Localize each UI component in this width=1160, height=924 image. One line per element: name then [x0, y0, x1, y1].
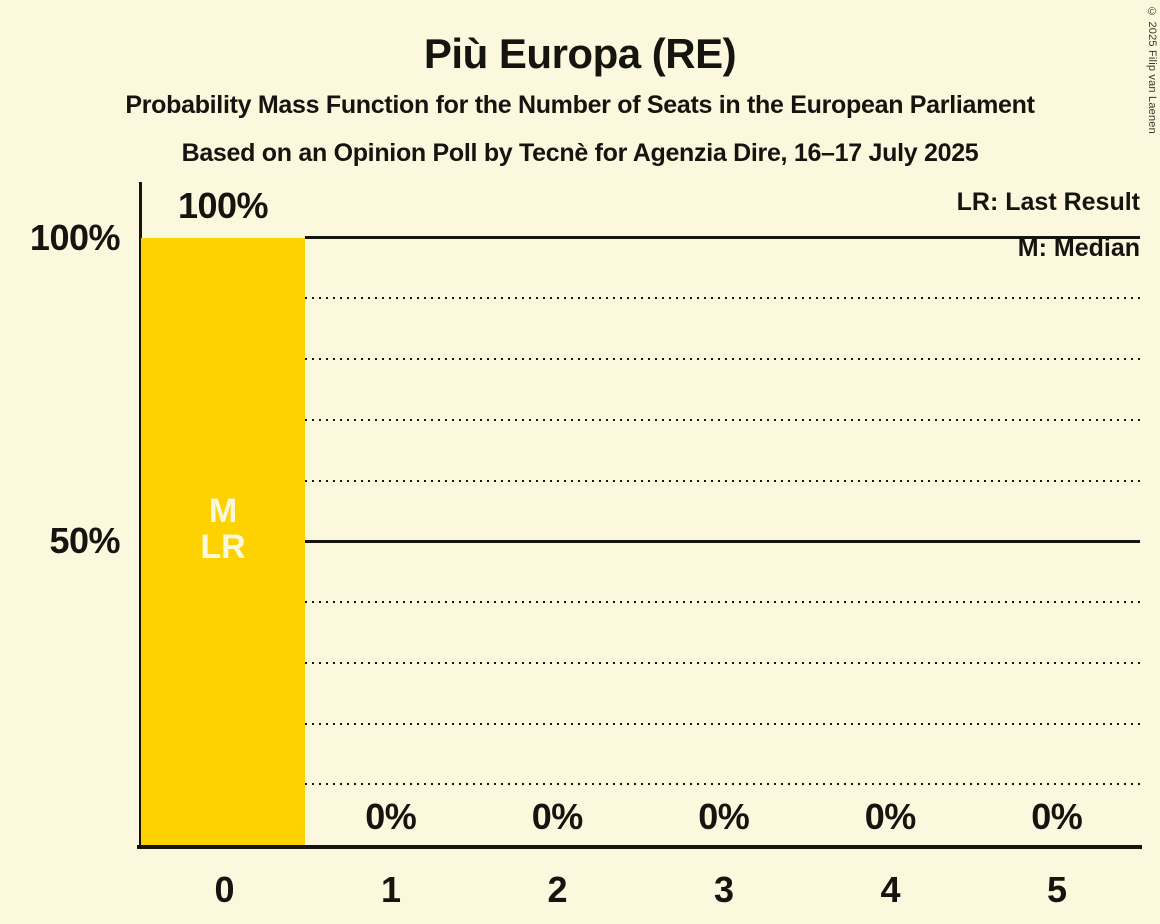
value-label-row: 0% 0% 0% 0% 0%: [141, 799, 1140, 835]
gridline-70pct: [305, 419, 1140, 421]
gridline-50pct: [305, 540, 1140, 543]
x-tick-5: 5: [1046, 869, 1067, 910]
x-tick-4: 4: [880, 869, 901, 910]
copyright-notice: © 2025 Filip van Laenen: [1146, 6, 1158, 134]
last-result-marker: LR: [200, 528, 246, 566]
chart-title: Più Europa (RE): [423, 30, 737, 77]
y-axis-label-50: 50%: [49, 520, 120, 561]
x-axis-tick-row: 0 1 2 3 4 5: [141, 872, 1140, 908]
gridline-10pct: [305, 783, 1140, 785]
bar-seats-2-value-label: 0%: [531, 796, 584, 837]
gridline-20pct: [305, 723, 1140, 725]
x-axis-line: [137, 845, 1142, 849]
gridline-90pct: [305, 297, 1140, 299]
chart-source-line: Based on an Opinion Poll by Tecnè for Ag…: [181, 139, 979, 167]
x-tick-0: 0: [214, 869, 235, 910]
bar-seats-0: [141, 238, 305, 845]
x-tick-2: 2: [547, 869, 568, 910]
gridline-100pct: [305, 236, 1140, 239]
bar-seats-5-value-label: 0%: [1031, 796, 1083, 837]
bar-seats-1-value-label: 0%: [365, 796, 417, 837]
gridline-30pct: [305, 662, 1140, 664]
y-axis-line: [139, 182, 142, 849]
gridline-60pct: [305, 480, 1140, 482]
x-tick-1: 1: [380, 869, 401, 910]
median-marker: M: [208, 492, 238, 530]
bar-seats-0-median-lastresult-markers: M LR: [141, 493, 305, 565]
legend-median: M: Median: [1017, 234, 1140, 262]
value-label-spacer: [141, 799, 308, 835]
bar-seats-0-value-label: 100%: [177, 185, 269, 226]
y-axis-label-100: 100%: [29, 217, 121, 258]
legend-last-result: LR: Last Result: [956, 188, 1140, 216]
gridline-40pct: [305, 601, 1140, 603]
chart-subtitle: Probability Mass Function for the Number…: [125, 91, 1035, 119]
bar-seats-4-value-label: 0%: [864, 796, 917, 837]
x-tick-3: 3: [713, 869, 734, 910]
bar-seats-3-value-label: 0%: [698, 796, 750, 837]
gridline-80pct: [305, 358, 1140, 360]
